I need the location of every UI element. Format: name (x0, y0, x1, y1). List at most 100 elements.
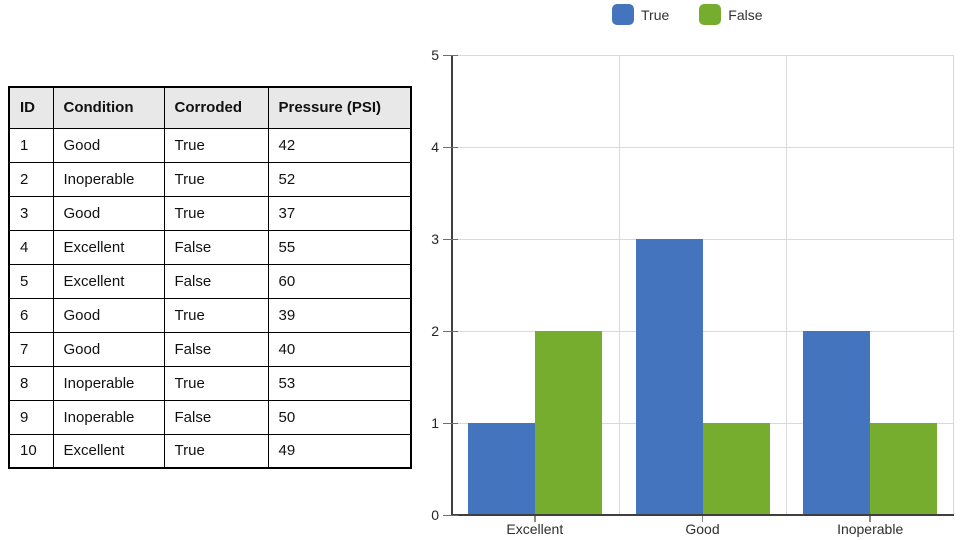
true-series-label: True (641, 6, 670, 23)
table-cell: 10 (8, 433, 54, 469)
table-cell: 49 (267, 433, 412, 469)
false-series-swatch-icon (699, 4, 722, 25)
table-cell: Excellent (52, 229, 165, 265)
table-cell: 39 (267, 297, 412, 333)
table-cell: 3 (8, 195, 54, 231)
table-cell: True (163, 297, 269, 333)
y-axis-tick-label: 1 (431, 415, 439, 431)
y-axis-tick-label: 2 (431, 323, 439, 339)
table-row: 9 Inoperable False 50 (8, 399, 412, 435)
gridline (451, 147, 954, 148)
table-cell: True (163, 127, 269, 163)
table-cell: 42 (267, 127, 412, 163)
table-body: 1 Good True 42 2 Inoperable True 52 3 Good True 37 4… (8, 127, 412, 469)
gridline (451, 239, 954, 240)
header-condition: Condition (52, 86, 165, 129)
bar-inoperable-true (803, 331, 871, 515)
y-axis-tick-label: 3 (431, 231, 439, 247)
table-header: ID Condition Corroded Pressure (PSI) (8, 86, 412, 129)
y-axis-tick-label: 4 (431, 139, 439, 155)
header-id: ID (8, 86, 54, 129)
y-axis-tick (443, 422, 458, 424)
y-axis-tick (443, 54, 458, 56)
chart-legend: True False (612, 4, 763, 25)
table-cell: Excellent (52, 433, 165, 469)
y-axis-line (451, 55, 453, 515)
y-axis-tick (443, 238, 458, 240)
table-cell: 55 (267, 229, 412, 265)
x-axis-tick (869, 515, 871, 522)
table-cell: Inoperable (52, 399, 165, 435)
x-axis-tick (534, 515, 536, 522)
gridline (618, 55, 620, 515)
table-cell: 6 (8, 297, 54, 333)
bar-excellent-false (534, 331, 602, 515)
y-axis-tick-label: 5 (431, 47, 439, 63)
bar-inoperable-false (870, 423, 938, 515)
table-cell: 4 (8, 229, 54, 265)
table-cell: False (163, 331, 269, 367)
x-axis-category-label: Excellent (506, 521, 564, 537)
header-corroded: Corroded (163, 86, 269, 129)
legend-item-false: False (699, 4, 763, 25)
table-cell: 50 (267, 399, 412, 435)
y-axis-tick (443, 330, 458, 332)
table-row: 4 Excellent False 55 (8, 229, 412, 265)
table-cell: 37 (267, 195, 412, 231)
table-cell: 52 (267, 161, 412, 197)
gridline (451, 55, 954, 56)
table-cell: 9 (8, 399, 54, 435)
table-row: 3 Good True 37 (8, 195, 412, 231)
table-row: 6 Good True 39 (8, 297, 412, 333)
table-row: 2 Inoperable True 52 (8, 161, 412, 197)
table-cell: 8 (8, 365, 54, 401)
x-axis-category-label: Inoperable (837, 521, 904, 537)
table-cell: False (163, 399, 269, 435)
bar-excellent-true (467, 423, 535, 515)
grouped-bar-chart: True False 0 1 2 3 4 5 Excellent Good Inoperable (415, 0, 967, 540)
table-cell: False (163, 263, 269, 299)
y-axis-tick (443, 146, 458, 148)
false-series-label: False (728, 6, 763, 23)
table-cell: 60 (267, 263, 412, 299)
table-cell: 7 (8, 331, 54, 367)
table-cell: 1 (8, 127, 54, 163)
table-cell: 2 (8, 161, 54, 197)
x-axis-tick (701, 515, 704, 522)
table-row: 5 Excellent False 60 (8, 263, 412, 299)
table-cell: 5 (8, 263, 54, 299)
table-cell: Good (52, 195, 165, 231)
table-header-row: ID Condition Corroded Pressure (PSI) (8, 86, 412, 129)
gridline (953, 55, 954, 515)
table-cell: Inoperable (52, 161, 165, 197)
table-cell: True (163, 161, 269, 197)
bar-good-false (702, 423, 770, 515)
table-cell: Excellent (52, 263, 165, 299)
table-cell: True (163, 365, 269, 401)
x-axis-category-label: Good (685, 521, 720, 537)
bar-good-true (635, 239, 703, 515)
gridline (786, 55, 788, 515)
table-cell: 53 (267, 365, 412, 401)
y-axis-tick-label: 0 (431, 507, 439, 523)
header-pressure: Pressure (PSI) (267, 86, 412, 129)
pipe-inspection-table: ID Condition Corroded Pressure (PSI) 1 Go… (8, 86, 412, 469)
true-series-swatch-icon (612, 4, 634, 25)
table-cell: Inoperable (52, 365, 165, 401)
table-cell: False (163, 229, 269, 265)
gridline (451, 331, 954, 332)
table-cell: 40 (267, 331, 412, 367)
x-axis-line (451, 514, 954, 516)
legend-item-true: True (612, 4, 669, 25)
table-row: 1 Good True 42 (8, 127, 412, 163)
table-cell: Good (52, 331, 165, 367)
table-cell: Good (52, 297, 165, 333)
table-cell: Good (52, 127, 165, 163)
plot-area (451, 55, 954, 516)
table-cell: True (163, 433, 269, 469)
y-axis-tick (443, 514, 458, 516)
table-cell: True (163, 195, 269, 231)
table-row: 7 Good False 40 (8, 331, 412, 367)
table-row: 10 Excellent True 49 (8, 433, 412, 469)
